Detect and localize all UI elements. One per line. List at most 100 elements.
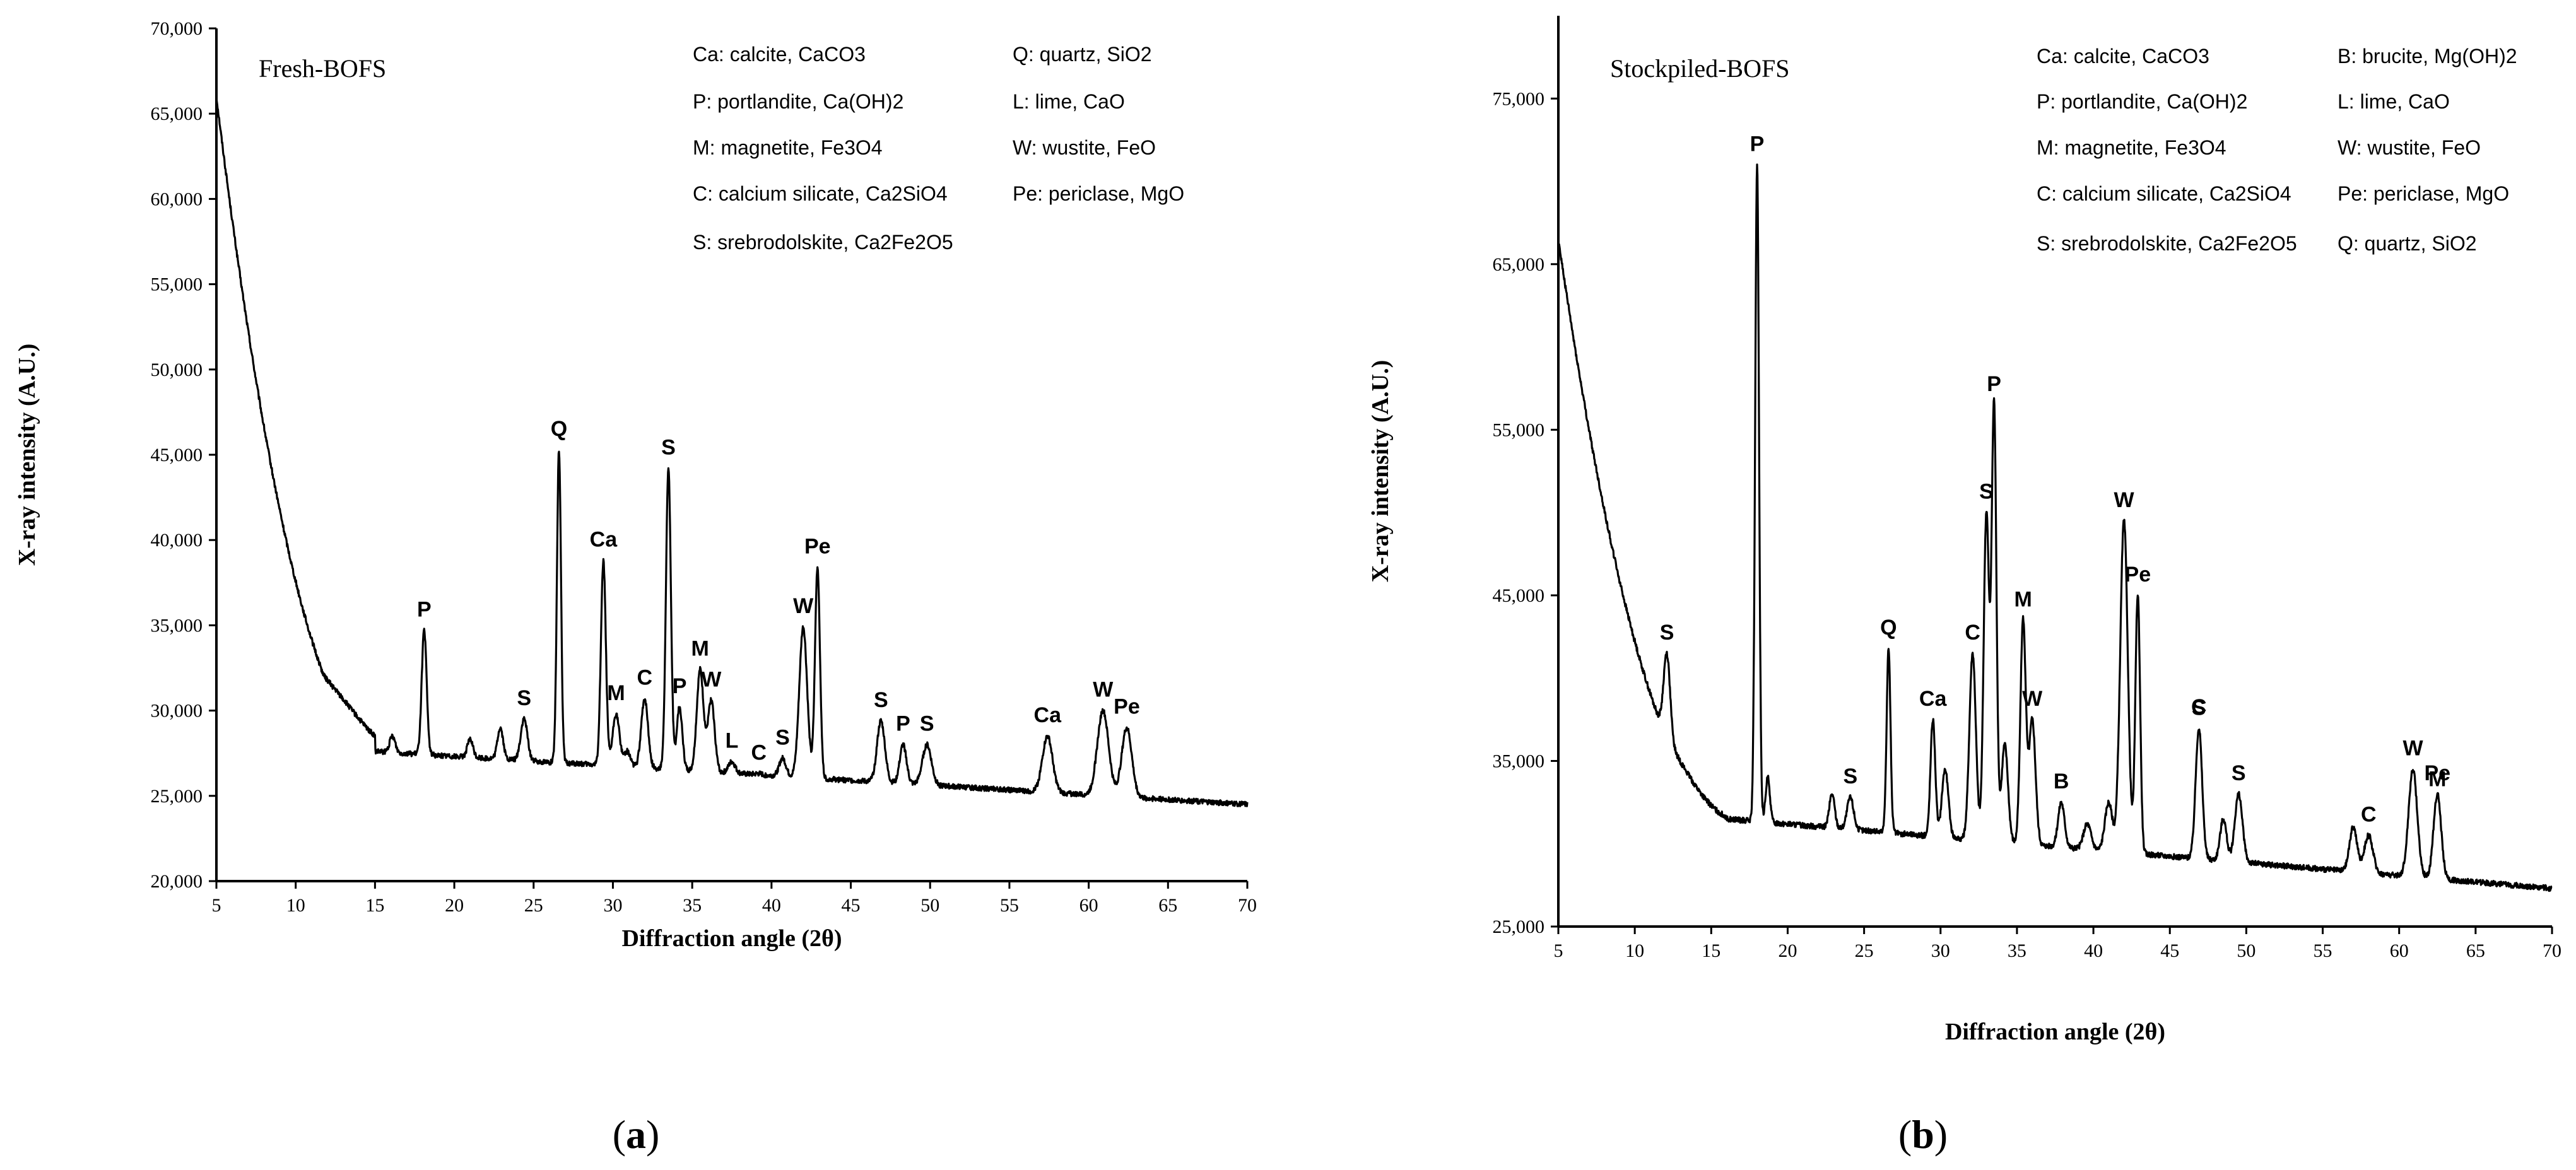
peak-label: W (2114, 488, 2134, 512)
y-tick-label: 65,000 (151, 103, 203, 124)
x-tick-label: 70 (1238, 895, 1257, 916)
legend-entry: Pe: periclase, MgO (2338, 182, 2509, 205)
legend-entry: L: lime, CaO (1013, 90, 1125, 113)
peak-label: P (673, 674, 687, 698)
panel-caption: (b) (1898, 1112, 1948, 1157)
x-tick-label: 65 (1158, 895, 1177, 916)
peak-label: S (517, 686, 531, 710)
y-tick-label: 25,000 (1493, 916, 1545, 937)
peak-label: S (1843, 764, 1857, 788)
peak-label: Pe (2125, 563, 2151, 587)
peak-label: W (701, 667, 722, 691)
x-axis-label: Diffraction angle (2θ) (621, 925, 842, 952)
peak-label: C (637, 666, 652, 690)
y-tick-label: 35,000 (151, 615, 203, 636)
y-tick-label: 25,000 (151, 786, 203, 807)
panel-caption: (a) (613, 1112, 660, 1157)
peak-label: W (793, 594, 814, 618)
x-tick-label: 20 (1778, 940, 1797, 961)
x-tick-label: 30 (1931, 940, 1950, 961)
x-tick-label: 35 (683, 895, 702, 916)
peak-label: S (1660, 621, 1674, 645)
legend-entry: W: wustite, FeO (2338, 136, 2481, 159)
legend-entry: Ca: calcite, CaCO3 (693, 43, 866, 66)
y-tick-label: 55,000 (151, 274, 203, 295)
peak-label: S (661, 436, 676, 460)
legend-entry: Q: quartz, SiO2 (1013, 43, 1152, 66)
legend-entry: P: portlandite, Ca(OH)2 (2037, 90, 2247, 113)
peak-label: W (1093, 678, 1114, 702)
peak-label: P (1987, 372, 2001, 396)
peak-label: C (751, 741, 767, 765)
legend-entry: L: lime, CaO (2338, 90, 2450, 113)
chart-fresh-bofs: 5 10 15 20 25 30 35 40 45 50 55 60 65 70 20,000 25,000 3… (14, 18, 1257, 1157)
x-tick-label: 15 (365, 895, 384, 916)
x-tick-label: 40 (762, 895, 781, 916)
peak-label: M (2014, 587, 2032, 611)
legend-entry: S: srebrodolskite, Ca2Fe2O5 (693, 231, 953, 254)
peak-label: C (2191, 695, 2207, 719)
y-tick-label: 35,000 (1493, 751, 1545, 771)
y-tick-label: 65,000 (1493, 254, 1545, 275)
peak-label: C (1965, 621, 1980, 645)
peak-label: W (2022, 687, 2043, 711)
peak-label: M (607, 681, 625, 705)
peak-label: P (896, 712, 910, 736)
legend-entry: C: calcium silicate, Ca2SiO4 (2037, 182, 2291, 205)
y-tick-label: 60,000 (151, 189, 203, 209)
peak-label: Q (1880, 616, 1897, 640)
peak-label: S (2232, 761, 2246, 785)
x-tick-label: 5 (212, 895, 221, 916)
legend-entry: C: calcium silicate, Ca2SiO4 (693, 182, 948, 205)
peak-label: Ca (1034, 703, 1062, 727)
y-tick-label: 75,000 (1493, 88, 1545, 109)
x-tick-label: 25 (524, 895, 543, 916)
panel-title: Fresh-BOFS (259, 54, 386, 83)
panel-title: Stockpiled-BOFS (1610, 54, 1789, 83)
peak-label: P (1750, 132, 1765, 156)
x-tick-label: 50 (920, 895, 939, 916)
y-tick-label: 20,000 (151, 871, 203, 892)
peak-label: S (920, 712, 934, 736)
peak-label: C (2361, 803, 2377, 827)
x-tick-label: 60 (2390, 940, 2409, 961)
x-tick-label: 10 (1625, 940, 1644, 961)
chart-stockpiled-bofs: 5 10 15 20 25 30 35 40 45 50 55 60 65 70 25,000 35,000 4… (1367, 16, 2561, 1157)
peak-label: W (2403, 737, 2423, 761)
x-tick-label: 70 (2543, 940, 2561, 961)
x-tick-label: 20 (445, 895, 464, 916)
legend-entry: Ca: calcite, CaCO3 (2037, 45, 2209, 67)
legend-entry: M: magnetite, Fe3O4 (693, 136, 883, 159)
x-tick-label: 60 (1079, 895, 1098, 916)
legend-entry: S: srebrodolskite, Ca2Fe2O5 (2037, 232, 2297, 255)
peak-label: Pe (2424, 761, 2450, 785)
peak-label: S (874, 688, 888, 712)
legend-entry: B: brucite, Mg(OH)2 (2338, 45, 2517, 67)
x-tick-label: 45 (2160, 940, 2179, 961)
legend-entry: Pe: periclase, MgO (1013, 182, 1184, 205)
y-tick-label: 70,000 (151, 18, 203, 39)
xrd-pattern-line (215, 97, 1249, 807)
x-tick-label: 45 (842, 895, 861, 916)
y-tick-label: 50,000 (151, 360, 203, 380)
peak-label: P (417, 598, 432, 622)
y-axis-label: X-ray intensity (A.U.) (1367, 360, 1394, 583)
peak-label: Q (551, 417, 567, 441)
x-axis-label: Diffraction angle (2θ) (1945, 1019, 2165, 1045)
peak-label: Pe (804, 534, 831, 558)
xrd-pattern-line (1557, 163, 2553, 892)
y-tick-label: 30,000 (151, 701, 203, 722)
peak-label: S (2192, 696, 2206, 720)
y-tick-label: 40,000 (151, 530, 203, 551)
peak-label: S (1979, 480, 1994, 504)
peak-label: Ca (1919, 687, 1948, 711)
x-tick-label: 65 (2466, 940, 2485, 961)
peak-label: Ca (590, 528, 618, 552)
x-tick-label: 40 (2084, 940, 2103, 961)
y-tick-label: 55,000 (1493, 419, 1545, 440)
x-tick-label: 15 (1702, 940, 1720, 961)
x-tick-label: 55 (1000, 895, 1019, 916)
x-tick-label: 55 (2314, 940, 2332, 961)
